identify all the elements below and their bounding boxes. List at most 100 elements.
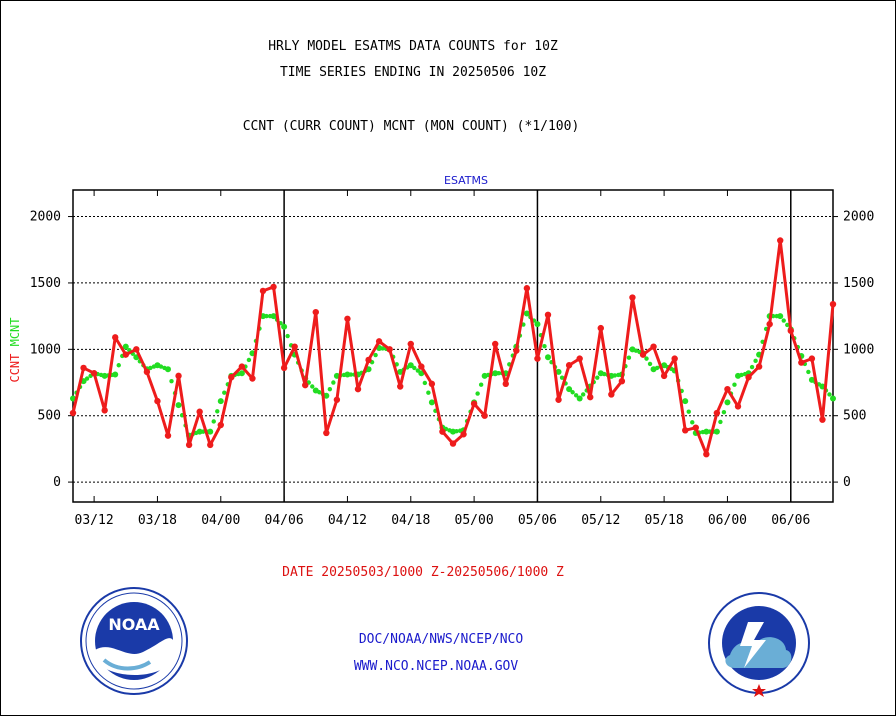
mcnt-point	[207, 428, 214, 435]
mcnt-point	[713, 428, 720, 435]
ccnt-point	[90, 370, 98, 377]
ccnt-point	[713, 409, 721, 417]
mcnt-dot	[580, 392, 586, 397]
ccnt-point	[808, 355, 816, 362]
mcnt-dot	[246, 357, 252, 363]
x-tick-label: 04/00	[201, 513, 240, 528]
ccnt-point	[143, 368, 151, 376]
mcnt-point	[323, 392, 330, 399]
mcnt-point	[165, 366, 171, 373]
ccnt-point	[397, 383, 404, 390]
mcnt-dot	[644, 356, 649, 361]
x-tick-label: 05/12	[581, 513, 620, 528]
ccnt-point	[386, 346, 393, 353]
ccnt-point	[766, 320, 773, 328]
mcnt-point	[523, 310, 530, 317]
mcnt-dot	[422, 380, 428, 386]
mcnt-dot	[827, 392, 832, 397]
ccnt-point	[101, 407, 108, 414]
ccnt-point	[660, 372, 668, 380]
ccnt-point	[734, 403, 742, 410]
ccnt-point	[270, 283, 277, 291]
ccnt-point	[207, 441, 214, 449]
ccnt-point	[249, 375, 256, 382]
y-tick-label-right: 2000	[843, 210, 874, 225]
mcnt-dot	[785, 322, 790, 328]
mcnt-dot	[718, 419, 723, 425]
plot-area-border	[72, 189, 834, 503]
mcnt-point	[777, 313, 784, 320]
chart-header-line-3: CCNT (CURR COUNT) MCNT (MON COUNT) (*1/1…	[242, 119, 580, 134]
mcnt-point	[724, 399, 731, 406]
mcnt-point	[428, 399, 435, 406]
y-tick-label-right: 0	[843, 475, 851, 490]
x-tick-label: 06/06	[771, 513, 810, 528]
mcnt-dot	[753, 358, 758, 364]
y-tick-label-right: 500	[843, 409, 866, 424]
mcnt-point	[312, 387, 319, 394]
mcnt-dot	[327, 386, 333, 392]
x-tick-label: 04/12	[328, 513, 367, 528]
mcnt-dot	[211, 419, 216, 424]
mcnt-dot	[686, 409, 691, 414]
mcnt-dot	[626, 355, 632, 360]
ccnt-point	[703, 451, 710, 458]
mcnt-dot	[116, 363, 121, 368]
x-tick-label: 06/00	[708, 513, 747, 528]
y-tick-label-right: 1000	[843, 342, 874, 357]
ccnt-point	[365, 356, 372, 364]
ccnt-point	[523, 285, 531, 292]
ccnt-point	[354, 385, 362, 393]
mcnt-dot	[721, 409, 727, 415]
ccnt-point	[185, 441, 193, 449]
url-label: WWW.NCO.NCEP.NOAA.GOV	[353, 659, 519, 674]
ccnt-point	[671, 355, 678, 362]
mcnt-point	[344, 371, 351, 378]
ccnt-point	[112, 334, 119, 341]
y-tick-label-left: 2000	[30, 210, 61, 225]
mcnt-point	[830, 395, 836, 402]
ccnt-point	[724, 385, 731, 393]
mcnt-dot	[373, 352, 378, 358]
y-tick-label-right: 1500	[843, 276, 874, 291]
mcnt-dot	[781, 318, 786, 323]
ccnt-point	[819, 416, 826, 423]
ccnt-point	[597, 324, 604, 332]
ccnt-point	[122, 351, 129, 358]
x-tick-label: 03/12	[75, 513, 114, 528]
mcnt-dot	[690, 420, 695, 425]
y-tick-label-left: 0	[53, 475, 61, 490]
x-tick-label: 05/06	[518, 513, 557, 528]
mcnt-dot	[285, 333, 290, 339]
mcnt-dot	[310, 384, 315, 389]
ccnt-point	[312, 308, 319, 316]
ccnt-point	[513, 347, 520, 354]
mcnt-point	[492, 370, 499, 377]
ccnt-point	[259, 287, 267, 295]
ccnt-point	[798, 359, 805, 366]
mcnt-point	[650, 366, 657, 373]
mcnt-dot	[749, 364, 755, 370]
ccnt-point	[291, 343, 298, 350]
mcnt-point	[703, 428, 710, 435]
mcnt-point	[217, 398, 224, 405]
mcnt-point	[238, 370, 245, 377]
mcnt-dot	[426, 390, 431, 395]
mcnt-point	[629, 346, 636, 353]
mcnt-point	[397, 368, 404, 375]
mcnt-dot	[732, 382, 737, 387]
mcnt-point	[270, 313, 277, 320]
mcnt-point	[682, 398, 689, 405]
mcnt-point	[555, 368, 562, 375]
ccnt-point	[502, 380, 509, 388]
ccnt-point	[164, 432, 172, 439]
ccnt-point	[238, 363, 246, 370]
ccnt-point	[80, 364, 87, 372]
mcnt-point	[481, 372, 488, 379]
mcnt-dot	[542, 344, 547, 349]
x-tick-label: 03/18	[138, 513, 177, 528]
ccnt-point	[576, 355, 583, 362]
mcnt-dot	[331, 380, 336, 385]
ccnt-point	[829, 300, 837, 308]
date-range-label: DATE 20250503/1000 Z-20250506/1000 Z	[282, 565, 564, 580]
